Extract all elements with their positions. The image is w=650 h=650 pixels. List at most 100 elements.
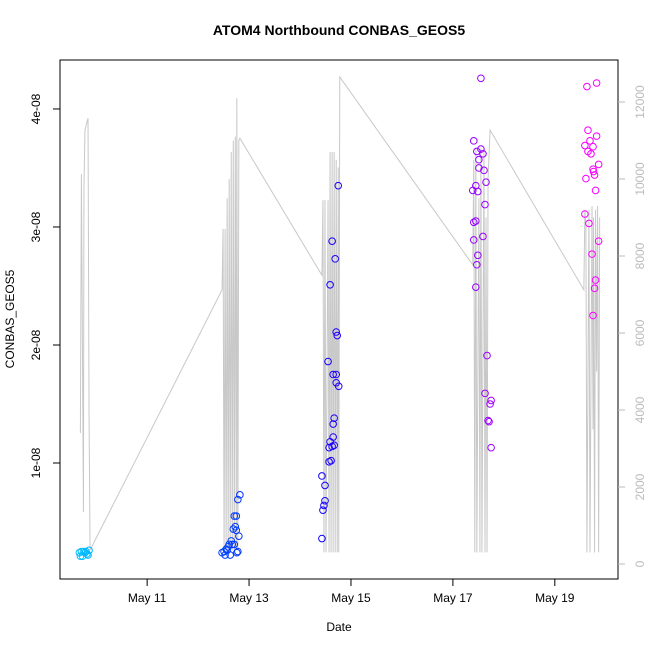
point <box>594 160 603 169</box>
point <box>477 145 485 153</box>
point <box>487 396 495 405</box>
point <box>591 276 600 284</box>
point <box>482 178 490 186</box>
point <box>236 491 244 499</box>
point <box>468 186 477 195</box>
point <box>582 174 590 183</box>
y-axis-title: CONBAS_GEOS5 <box>3 269 17 368</box>
point <box>594 237 603 245</box>
point <box>581 210 589 218</box>
point <box>469 236 478 244</box>
point <box>330 414 338 422</box>
point <box>587 150 595 158</box>
point <box>326 281 334 289</box>
point <box>481 389 489 398</box>
y2-tick-label: 10000 <box>633 162 647 196</box>
point <box>234 495 242 504</box>
point <box>235 532 243 540</box>
y-tick-label: 3e-08 <box>29 211 43 242</box>
point <box>481 200 489 209</box>
x-tick-label: May 11 <box>128 591 167 605</box>
point <box>318 472 326 480</box>
x-tick-label: May 15 <box>331 591 371 605</box>
point <box>329 370 337 379</box>
point <box>328 237 336 245</box>
point <box>585 219 593 228</box>
point <box>475 155 483 164</box>
point <box>479 232 487 241</box>
point <box>469 137 478 145</box>
point <box>328 442 336 451</box>
y-tick-label: 4e-08 <box>29 93 43 124</box>
point <box>472 283 480 291</box>
point <box>589 142 597 151</box>
point <box>324 357 332 366</box>
point <box>486 400 494 408</box>
point <box>84 551 92 559</box>
y-tick-label: 1e-08 <box>29 447 43 478</box>
point <box>327 456 335 465</box>
point <box>590 171 599 179</box>
point <box>332 328 340 336</box>
point <box>469 218 478 227</box>
plot-frame <box>59 59 619 580</box>
point <box>331 255 339 263</box>
point <box>474 187 482 196</box>
point <box>321 481 329 490</box>
y2-tick-label: 12000 <box>633 85 647 119</box>
point <box>233 548 241 557</box>
point <box>584 126 592 135</box>
point <box>473 260 481 269</box>
chart-title: ATOM4 Northbound CONBAS_GEOS5 <box>213 22 465 38</box>
point <box>479 150 487 158</box>
point <box>330 441 338 450</box>
point <box>329 420 337 428</box>
point <box>474 251 482 260</box>
point <box>583 82 591 91</box>
point <box>334 181 343 190</box>
point <box>483 351 491 360</box>
point <box>588 250 596 258</box>
point <box>480 166 488 175</box>
point <box>85 546 93 555</box>
point <box>332 370 340 379</box>
point <box>230 540 239 549</box>
point <box>581 141 589 150</box>
point <box>485 417 493 426</box>
point <box>592 79 601 87</box>
point <box>472 217 480 225</box>
point <box>319 506 327 515</box>
point <box>477 74 485 83</box>
point <box>487 443 495 452</box>
y2-tick-label: 4000 <box>633 396 647 423</box>
x-tick-label: May 19 <box>535 591 575 605</box>
point <box>318 534 326 543</box>
point <box>320 501 328 510</box>
x-axis-title: Date <box>326 620 352 634</box>
y2-tick-label: 6000 <box>633 319 647 346</box>
point <box>590 284 599 293</box>
point <box>591 186 600 195</box>
point <box>589 167 598 176</box>
x-tick-label: May 13 <box>229 591 269 605</box>
point <box>589 311 597 320</box>
y-tick-label: 2e-08 <box>29 329 43 360</box>
point <box>232 512 241 520</box>
point <box>586 137 594 145</box>
y2-tick-label: 8000 <box>633 242 647 269</box>
point <box>228 540 237 549</box>
point <box>592 132 601 140</box>
point <box>230 512 239 520</box>
point <box>321 496 329 505</box>
y2-tick-label: 0 <box>633 560 647 567</box>
x-tick-label: May 17 <box>433 591 473 605</box>
secondary-line <box>79 75 601 553</box>
point <box>484 416 492 425</box>
point <box>325 458 333 466</box>
point <box>333 331 342 340</box>
point <box>223 546 231 555</box>
y2-tick-label: 2000 <box>633 473 647 500</box>
point <box>221 551 229 559</box>
